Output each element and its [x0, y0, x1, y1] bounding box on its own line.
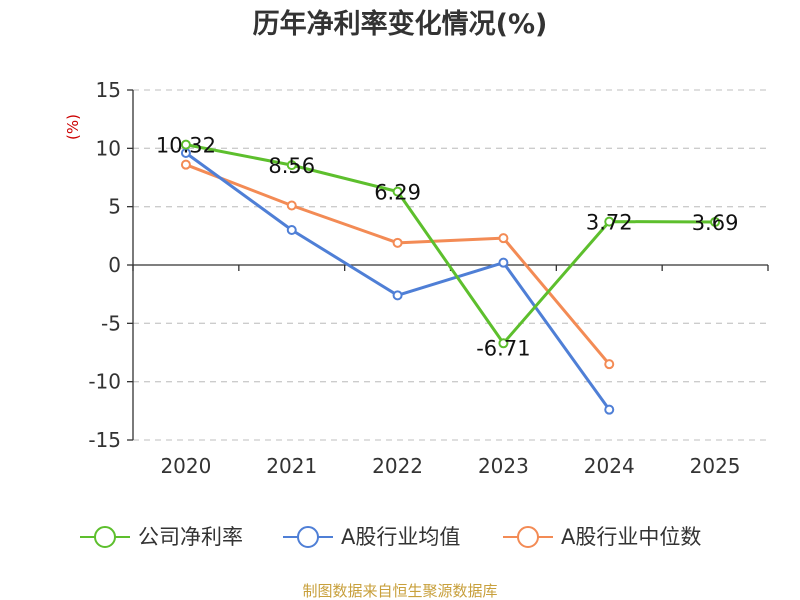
legend-marker — [94, 526, 116, 548]
y-tick-label: -10 — [88, 370, 121, 394]
legend-label: A股行业中位数 — [561, 525, 701, 549]
data-label: -6.71 — [476, 336, 530, 360]
chart-title: 历年净利率变化情况(%) — [253, 8, 548, 40]
legend-marker — [517, 526, 539, 548]
data-point — [710, 216, 721, 227]
y-tick-label: -15 — [88, 428, 121, 452]
data-point — [392, 186, 403, 197]
data-labels: 10.32 8.56 6.29 -6.71 3.72 3.69 — [156, 134, 739, 361]
x-tick-label: 2021 — [266, 454, 317, 478]
data-point — [498, 257, 509, 268]
source-note: 制图数据来自恒生聚源数据库 — [302, 582, 497, 600]
legend-label: 公司净利率 — [138, 525, 243, 549]
series-0 — [180, 139, 721, 349]
y-tick-label: 15 — [96, 78, 121, 102]
x-tick-label: 2024 — [584, 454, 635, 478]
legend-marker — [297, 526, 319, 548]
x-tick-label: 2022 — [372, 454, 423, 478]
series-2 — [180, 159, 615, 370]
data-label: 8.56 — [268, 154, 315, 178]
data-point — [498, 338, 509, 349]
data-label: 3.72 — [586, 211, 633, 235]
data-point — [604, 216, 615, 227]
data-label: 10.32 — [156, 134, 216, 158]
y-tick-label: 5 — [108, 195, 121, 219]
y-tick-label: 10 — [96, 136, 121, 160]
data-point — [180, 139, 191, 150]
y-tick-label: -5 — [101, 311, 121, 335]
x-tick-label: 2025 — [690, 454, 741, 478]
data-point — [180, 159, 191, 170]
grid — [133, 89, 768, 441]
legend-label: A股行业均值 — [341, 525, 460, 549]
legend-item: 公司净利率 — [80, 525, 243, 549]
data-label: 3.69 — [692, 211, 739, 235]
data-point — [604, 359, 615, 370]
axes: 15 10 5 0 -5 -10 -15 2020 2021 2022 2023 2024 2025 — [88, 78, 769, 478]
x-tick-label: 2023 — [478, 454, 529, 478]
data-point — [286, 225, 297, 235]
legend-item: A股行业均值 — [283, 525, 460, 549]
legend: 公司净利率 A股行业均值 A股行业中位数 — [80, 525, 701, 549]
data-point — [286, 200, 297, 211]
y-axis-unit: (%) — [64, 114, 82, 140]
series-layer — [180, 139, 721, 415]
data-point — [604, 404, 615, 415]
x-tick-label: 2020 — [160, 454, 211, 478]
data-point — [286, 160, 297, 171]
data-label: 6.29 — [374, 181, 421, 205]
data-point — [392, 290, 403, 301]
data-point — [498, 233, 509, 244]
legend-item: A股行业中位数 — [503, 525, 701, 549]
y-tick-label: 0 — [108, 253, 121, 277]
series-line — [185, 143, 716, 345]
data-point — [392, 237, 403, 248]
